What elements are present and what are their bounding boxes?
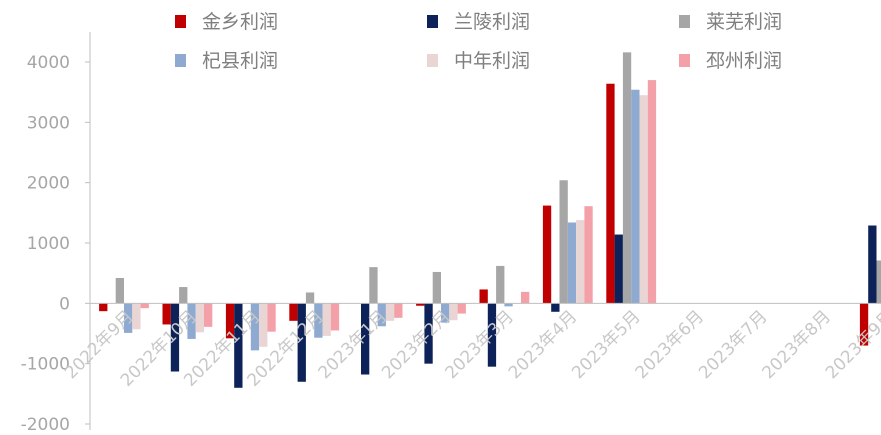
- bar: [424, 303, 433, 364]
- bar: [369, 267, 378, 304]
- bar: [267, 303, 276, 332]
- legend-swatch: [175, 15, 186, 28]
- bar: [124, 303, 133, 333]
- bar: [606, 83, 615, 304]
- bar: [449, 303, 458, 321]
- bar: [631, 89, 640, 304]
- bar: [234, 303, 243, 388]
- legend-label: 邳州利润: [706, 50, 782, 72]
- legend-swatch: [679, 54, 690, 67]
- bar: [496, 265, 505, 304]
- legend-swatch: [175, 54, 186, 67]
- bar: [868, 225, 877, 304]
- y-tick-label: 4000: [27, 53, 70, 73]
- bar: [859, 303, 869, 346]
- bar: [576, 220, 585, 304]
- bar: [250, 303, 260, 351]
- bar: [614, 234, 623, 304]
- bar: [559, 180, 568, 304]
- bar: [432, 271, 441, 304]
- axes: -2000-1000010002000300040002022年9月2022年1…: [21, 32, 881, 435]
- bar: [361, 303, 370, 375]
- bar: [259, 303, 268, 347]
- bar: [204, 303, 213, 327]
- bar: [479, 289, 488, 304]
- bar: [416, 303, 425, 306]
- bar: [330, 303, 340, 331]
- bar: [297, 303, 306, 382]
- bar: [314, 303, 323, 338]
- bar: [289, 303, 298, 321]
- bar: [504, 303, 513, 307]
- bar: [99, 303, 108, 312]
- bar: [132, 303, 141, 330]
- legend-swatch: [427, 15, 438, 28]
- y-tick-label: -2000: [21, 415, 70, 435]
- bar: [639, 95, 648, 304]
- legend-label: 中年利润: [454, 50, 530, 72]
- bar: [322, 303, 331, 336]
- bar: [305, 292, 315, 304]
- legend-label: 杞县利润: [202, 50, 278, 72]
- bar: [115, 277, 124, 304]
- bar: [162, 303, 171, 325]
- y-tick-label: 2000: [27, 174, 70, 194]
- bar: [622, 52, 632, 304]
- bar: [567, 222, 577, 304]
- legend-label: 兰陵利润: [454, 11, 530, 33]
- y-tick-label: 0: [59, 294, 70, 314]
- bar: [394, 303, 403, 318]
- bar: [551, 303, 560, 312]
- legend-label: 金乡利润: [202, 11, 278, 33]
- y-tick-label: 3000: [27, 113, 70, 133]
- y-tick-label: -1000: [21, 355, 70, 375]
- bar: [195, 303, 204, 333]
- bar: [170, 303, 180, 372]
- y-tick-label: 1000: [27, 234, 70, 254]
- bar: [457, 303, 466, 314]
- bar: [876, 260, 881, 304]
- bar: [441, 303, 450, 323]
- bar: [225, 303, 235, 339]
- legend-swatch: [427, 54, 438, 67]
- bar: [377, 303, 386, 327]
- bar: [187, 303, 196, 339]
- legend-swatch: [679, 15, 690, 28]
- legend-label: 莱芜利润: [706, 11, 782, 33]
- bar: [487, 303, 497, 367]
- bar: [385, 303, 395, 321]
- bar: [584, 206, 593, 304]
- bar: [542, 205, 552, 304]
- bars: [99, 52, 881, 388]
- bar: [140, 303, 149, 309]
- bar: [179, 287, 188, 304]
- bar: [521, 291, 530, 304]
- bar: [647, 80, 657, 304]
